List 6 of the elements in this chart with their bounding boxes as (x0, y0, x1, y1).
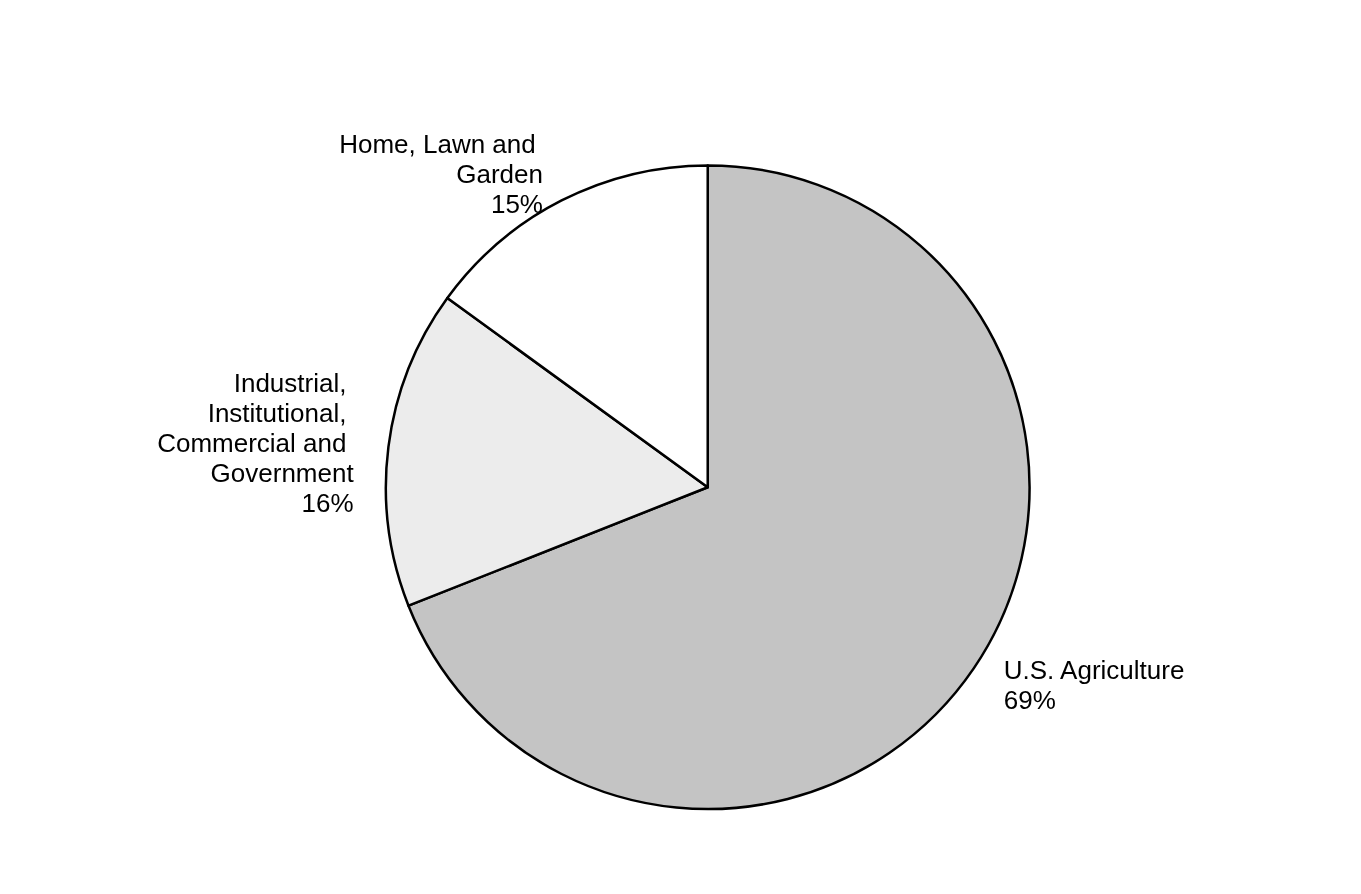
slice-label: Industrial, Institutional, Commercial and Government (157, 368, 355, 489)
data-label: 16% (301, 488, 354, 519)
slice-label: Home, Lawn and Garden (339, 128, 543, 189)
data-label: 69% (1003, 684, 1056, 715)
data-label: 15% (490, 188, 543, 219)
slice-label: U.S. Agriculture (1003, 654, 1185, 685)
